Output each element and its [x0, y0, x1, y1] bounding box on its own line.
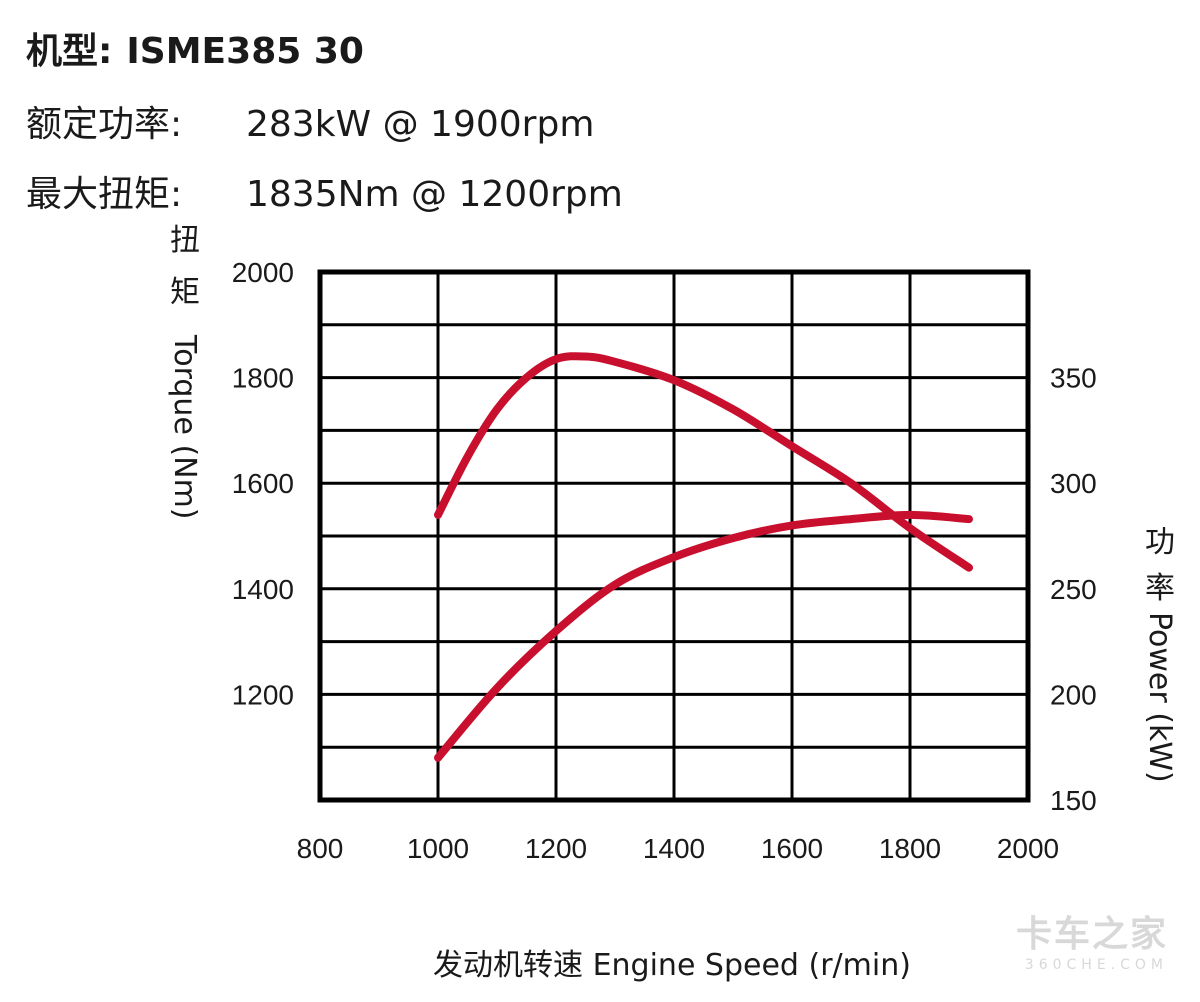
- y-left-label-cn-1: 扭: [170, 223, 200, 258]
- max-torque-value: 1835Nm @ 1200rpm: [246, 174, 623, 215]
- y-left-label-en: Torque (Nm): [167, 334, 202, 520]
- y-left-tick-label: 1200: [232, 679, 294, 710]
- y-left-tick-label: 1400: [232, 574, 294, 605]
- y-right-tick-label: 350: [1050, 363, 1097, 394]
- x-tick-label: 1800: [879, 833, 941, 864]
- max-torque-label: 最大扭矩:: [26, 174, 183, 215]
- watermark-logo: 卡车之家 360CHE.COM: [1016, 905, 1168, 973]
- y-right-label-en: Power (kW): [1142, 612, 1177, 783]
- y-right-tick-label: 250: [1050, 574, 1097, 605]
- watermark-domain: 360CHE.COM: [1024, 957, 1168, 973]
- y-right-tick-label: 150: [1050, 785, 1097, 816]
- chart-curves: [434, 352, 973, 762]
- model-value: ISME385 30: [126, 31, 364, 72]
- x-tick-label: 1200: [525, 833, 587, 864]
- power-curve: [434, 510, 973, 762]
- y-right-tick-label: 300: [1050, 468, 1097, 499]
- rated-power-value: 283kW @ 1900rpm: [246, 104, 595, 145]
- y-right-label-cn-1: 功: [1145, 525, 1175, 560]
- x-tick-label: 1600: [761, 833, 823, 864]
- y-right-label-cn-2: 率: [1145, 571, 1175, 606]
- plot-frame: [317, 269, 1031, 803]
- y-left-tick-label: 2000: [232, 257, 294, 288]
- y-left-tick-label: 1600: [232, 468, 294, 499]
- max-torque-spec: 最大扭矩: 1835Nm @ 1200rpm: [26, 165, 623, 217]
- rated-power-label: 额定功率:: [26, 104, 183, 145]
- model-label: 机型:: [26, 31, 113, 72]
- torque-curve: [434, 352, 973, 572]
- x-tick-label: 1000: [407, 833, 469, 864]
- x-axis-label: 发动机转速 Engine Speed (r/min): [433, 948, 911, 983]
- y-left-label-cn-2: 矩: [170, 275, 200, 310]
- model-spec: 机型: ISME385 30: [26, 22, 364, 74]
- x-tick-label: 1400: [643, 833, 705, 864]
- x-tick-label: 2000: [997, 833, 1059, 864]
- rated-power-spec: 额定功率: 283kW @ 1900rpm: [26, 95, 594, 147]
- y-right-tick-label: 200: [1050, 679, 1097, 710]
- watermark-brand: 卡车之家: [1015, 914, 1168, 955]
- y-left-tick-label: 1800: [232, 363, 294, 394]
- chart-tick-labels: 800 1000 1200 1400 1600 1800 2000 2000 1800 1600 1…: [232, 257, 1097, 864]
- x-tick-label: 800: [297, 833, 344, 864]
